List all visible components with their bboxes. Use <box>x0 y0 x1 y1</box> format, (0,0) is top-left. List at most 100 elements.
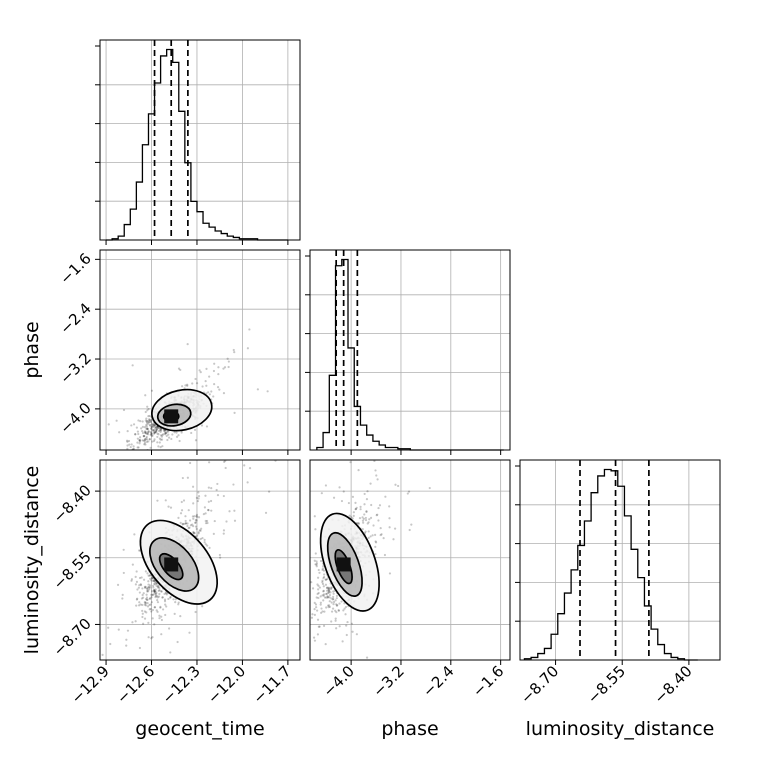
scatter-point <box>144 419 148 422</box>
scatter-point <box>122 571 125 575</box>
scatter-point <box>323 596 327 599</box>
scatter-point <box>159 428 162 431</box>
scatter-point <box>135 570 138 573</box>
panel-luminosity_distance-phase <box>303 459 511 751</box>
scatter-point <box>159 446 162 449</box>
scatter-point <box>327 586 330 589</box>
scatter-point <box>136 446 139 449</box>
scatter-point <box>222 494 225 498</box>
scatter-point <box>169 651 172 654</box>
scatter-point <box>327 588 331 591</box>
scatter-point <box>345 633 348 637</box>
scatter-point <box>213 519 216 523</box>
scatter-point <box>321 568 324 572</box>
scatter-point <box>180 509 184 512</box>
scatter-point <box>161 452 163 454</box>
scatter-point <box>408 528 411 532</box>
scatter-point <box>109 642 112 646</box>
scatter-point <box>141 612 144 615</box>
scatter-point <box>173 612 176 616</box>
scatter-point <box>335 627 338 630</box>
scatter-point <box>145 596 149 599</box>
scatter-point <box>157 426 160 430</box>
scatter-point <box>319 595 322 598</box>
scatter-point <box>377 519 380 522</box>
scatter-point <box>322 624 326 627</box>
scatter-point <box>153 424 156 427</box>
scatter-point <box>141 425 145 428</box>
scatter-point <box>138 549 141 552</box>
scatter-point <box>136 597 139 600</box>
scatter-point <box>141 439 144 442</box>
scatter-point <box>131 621 134 624</box>
scatter-point <box>155 609 158 612</box>
scatter-point <box>323 573 326 576</box>
scatter-point <box>151 440 154 443</box>
scatter-point <box>321 610 324 613</box>
scatter-point <box>142 434 145 438</box>
scatter-point <box>156 601 160 604</box>
scatter-point <box>335 597 338 600</box>
scatter-point <box>324 578 327 581</box>
scatter-point <box>159 605 162 608</box>
scatter-point <box>200 527 203 530</box>
scatter-point <box>153 464 155 466</box>
scatter-point <box>48 473 50 475</box>
scatter-point <box>335 604 339 607</box>
scatter-point <box>107 423 110 426</box>
scatter-point <box>332 592 335 595</box>
scatter-point <box>315 563 318 566</box>
scatter-point <box>175 431 178 434</box>
scatter-point <box>152 580 155 583</box>
scatter-point <box>326 577 329 581</box>
y-axis-title-luminosity_distance: luminosity_distance <box>21 466 43 655</box>
scatter-point <box>146 419 149 423</box>
scatter-point <box>207 508 210 512</box>
scatter-point <box>156 596 159 599</box>
scatter-point <box>144 602 147 605</box>
scatter-point <box>213 383 216 386</box>
scatter-point <box>181 523 184 526</box>
scatter-point <box>233 519 237 522</box>
scatter-point <box>155 426 158 429</box>
y-tick-label: −8.70 <box>50 615 95 660</box>
scatter-point <box>330 620 333 623</box>
scatter-point <box>192 502 195 505</box>
scatter-point <box>184 522 188 525</box>
scatter-point <box>206 391 210 394</box>
scatter-point <box>303 749 305 751</box>
scatter-point <box>351 684 353 686</box>
scatter-point <box>143 441 147 444</box>
scatter-point <box>196 499 199 503</box>
scatter-point <box>326 604 330 607</box>
scatter-point <box>126 629 130 632</box>
scatter-point <box>327 595 330 599</box>
scatter-point <box>149 586 152 589</box>
scatter-point <box>359 505 362 508</box>
scatter-point <box>146 409 149 412</box>
scatter-point <box>157 589 160 593</box>
scatter-point <box>150 601 153 604</box>
scatter-point <box>328 600 331 603</box>
scatter-point <box>151 424 154 427</box>
x-axis-title-luminosity_distance: luminosity_distance <box>526 718 715 740</box>
scatter-point <box>358 516 362 520</box>
scatter-point <box>196 515 199 518</box>
scatter-point <box>138 584 141 587</box>
scatter-point <box>188 526 191 529</box>
scatter-point <box>394 483 397 486</box>
scatter-point <box>186 522 189 525</box>
scatter-point <box>179 521 182 524</box>
scatter-point <box>160 615 163 618</box>
scatter-point <box>140 597 144 600</box>
scatter-point <box>136 430 140 433</box>
scatter-point <box>147 636 150 639</box>
scatter-point <box>160 435 164 438</box>
scatter-point <box>149 607 152 611</box>
scatter-point <box>148 608 151 611</box>
scatter-point <box>126 429 129 433</box>
scatter-point <box>328 590 331 593</box>
scatter-point <box>154 590 157 593</box>
scatter-point <box>317 625 320 628</box>
